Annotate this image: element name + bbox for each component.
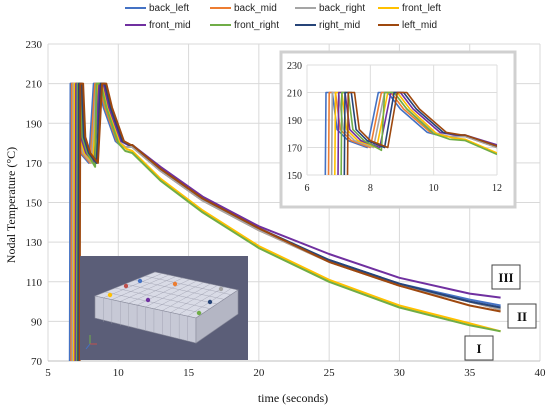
series-line-front-right bbox=[75, 82, 501, 362]
legend: back_left back_mid back_right front_leftfro… bbox=[125, 3, 441, 31]
inset-y-tick-label: 210 bbox=[287, 89, 302, 100]
x-tick-label: 20 bbox=[253, 367, 265, 379]
x-tick-label: 10 bbox=[113, 367, 125, 379]
annotation-box bbox=[491, 264, 521, 290]
y-axis-label: Nodal Temperature (°C) bbox=[4, 147, 18, 263]
x-tick-label: 5 bbox=[45, 367, 51, 379]
mesh-line bbox=[104, 291, 204, 314]
annotation-box bbox=[464, 335, 494, 361]
mesh-line bbox=[114, 287, 211, 309]
annotation-box bbox=[507, 303, 537, 329]
y-tick-label: 190 bbox=[26, 118, 43, 130]
inset-y-tick-label: 170 bbox=[287, 144, 302, 155]
y-tick-label: 130 bbox=[26, 237, 43, 249]
x-axis-label: time (seconds) bbox=[258, 391, 328, 405]
y-tick-label: 110 bbox=[26, 277, 43, 289]
sensor-point bbox=[145, 297, 151, 303]
sensor-point bbox=[218, 286, 224, 292]
y-tick-label: 230 bbox=[26, 39, 43, 51]
series-line-left-mid bbox=[78, 82, 501, 362]
inset-x-tick-label: 6 bbox=[305, 183, 310, 194]
triad-z bbox=[85, 343, 91, 350]
y-tick-label: 170 bbox=[26, 158, 43, 170]
annotation-label: I bbox=[476, 341, 481, 356]
x-tick-label: 15 bbox=[183, 367, 195, 379]
mesh-model-image bbox=[80, 256, 248, 360]
inset-y-tick-label: 230 bbox=[287, 61, 302, 72]
series-line-right-mid bbox=[77, 82, 501, 362]
inset-x-tick-label: 8 bbox=[368, 183, 373, 194]
mesh-line bbox=[134, 279, 225, 300]
inset-chart: 6 8 10 12 150 170 190 210 230 bbox=[279, 50, 517, 209]
inset-series bbox=[324, 91, 497, 175]
sensor-point bbox=[123, 283, 129, 289]
x-tick-label: 30 bbox=[394, 367, 406, 379]
mesh-line bbox=[144, 275, 232, 295]
sensor-point bbox=[172, 281, 178, 287]
inset-x-tick-label: 12 bbox=[492, 183, 502, 194]
x-tick-label: 40 bbox=[535, 367, 547, 379]
legend-label: back_right bbox=[319, 3, 365, 14]
y-tick-label: 90 bbox=[31, 316, 43, 328]
inset-y-tick-label: 150 bbox=[287, 171, 302, 182]
inset-y-tick-label: 190 bbox=[287, 116, 302, 127]
inset-frame bbox=[279, 50, 517, 209]
main-axes: 5 10 15 20 25 30 35 40 70 90 110 130 150 170 190 210 230 bbox=[26, 39, 547, 379]
sensor-point bbox=[196, 310, 202, 316]
legend-label: front_left bbox=[402, 3, 441, 14]
x-tick-label: 35 bbox=[464, 367, 476, 379]
sensor-point bbox=[137, 278, 143, 284]
mesh-line bbox=[124, 283, 218, 305]
inset-x-tick-label: 10 bbox=[429, 183, 439, 194]
y-tick-label: 210 bbox=[26, 79, 43, 91]
sensor-point bbox=[207, 299, 213, 305]
annotation-label: III bbox=[498, 270, 513, 285]
legend-label: front_mid bbox=[149, 20, 191, 31]
main-series bbox=[68, 82, 501, 362]
legend-label: left_mid bbox=[402, 20, 437, 31]
legend-label: front_right bbox=[234, 20, 279, 31]
y-tick-label: 150 bbox=[26, 198, 43, 210]
legend-label: right_mid bbox=[319, 20, 360, 31]
inset-series-line bbox=[346, 91, 497, 175]
y-tick-label: 70 bbox=[31, 356, 43, 368]
legend-label: back_left bbox=[149, 3, 189, 14]
annotation-label: II bbox=[517, 309, 527, 324]
legend-label: back_mid bbox=[234, 3, 277, 14]
sensor-point bbox=[107, 292, 113, 298]
x-tick-label: 25 bbox=[324, 367, 336, 379]
